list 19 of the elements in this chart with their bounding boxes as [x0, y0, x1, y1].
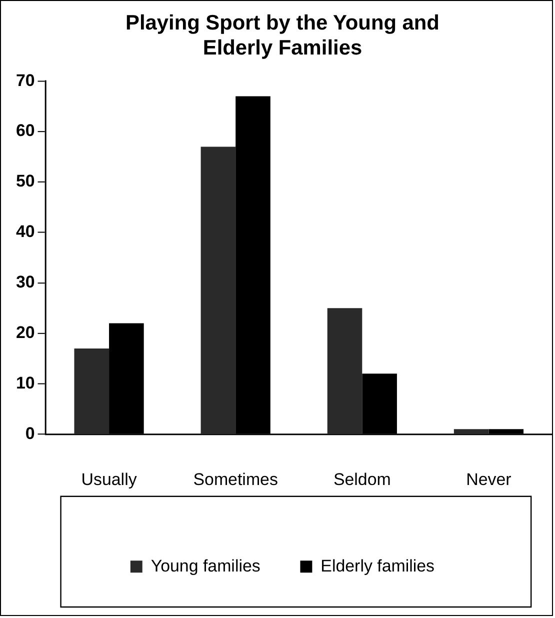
y-tick-label: 50	[16, 172, 35, 191]
x-tick-label: Sometimes	[193, 470, 278, 489]
x-tick-label: Seldom	[333, 470, 391, 489]
x-tick-label: Never	[466, 470, 512, 489]
bar	[327, 308, 362, 434]
x-tick-label: Usually	[81, 470, 138, 489]
bar	[454, 429, 489, 434]
y-tick-label: 20	[16, 322, 35, 342]
y-tick-label: 10	[16, 373, 35, 392]
chart-title: Playing Sport by the Young and Elderly Families	[126, 11, 440, 60]
y-tick-label: 70	[16, 70, 35, 90]
bar	[200, 146, 236, 434]
y-tick-label: 60	[16, 121, 35, 140]
y-tick-label: 0	[25, 424, 35, 443]
y-tick-label: 40	[16, 222, 35, 242]
legend-label: Young families	[150, 556, 260, 576]
y-tick-label: 30	[16, 272, 35, 292]
legend-label: Elderly families	[320, 556, 435, 576]
bar	[74, 348, 110, 434]
